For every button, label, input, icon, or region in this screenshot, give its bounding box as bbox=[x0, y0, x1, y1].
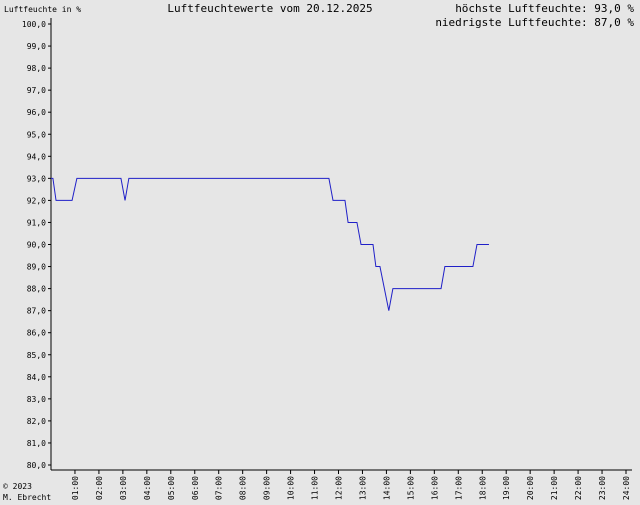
copyright: © 2023 bbox=[3, 482, 32, 491]
x-tick-label: 18:00 bbox=[478, 476, 487, 500]
y-tick-label: 85,0 bbox=[27, 351, 46, 360]
x-tick-label: 02:00 bbox=[95, 476, 104, 500]
x-tick-label: 11:00 bbox=[311, 476, 320, 500]
y-tick-label: 89,0 bbox=[27, 263, 46, 272]
x-tick-label: 09:00 bbox=[263, 476, 272, 500]
x-tick-label: 12:00 bbox=[335, 476, 344, 500]
max-label: höchste Luftfeuchte: 93,0 % bbox=[455, 2, 634, 15]
chart-title: Luftfeuchtewerte vom 20.12.2025 bbox=[167, 2, 372, 15]
x-tick-label: 16:00 bbox=[430, 476, 439, 500]
x-tick-label: 08:00 bbox=[239, 476, 248, 500]
y-tick-label: 95,0 bbox=[27, 130, 46, 139]
y-axis-label: Luftfeuchte in % bbox=[4, 5, 81, 14]
x-tick-label: 07:00 bbox=[215, 476, 224, 500]
x-tick-label: 21:00 bbox=[550, 476, 559, 500]
y-tick-label: 90,0 bbox=[27, 241, 46, 250]
x-tick-label: 17:00 bbox=[454, 476, 463, 500]
x-tick-label: 06:00 bbox=[191, 476, 200, 500]
x-tick-label: 03:00 bbox=[119, 476, 128, 500]
y-tick-label: 98,0 bbox=[27, 64, 46, 73]
x-tick-label: 19:00 bbox=[502, 476, 511, 500]
y-tick-label: 80,0 bbox=[27, 461, 46, 470]
x-tick-label: 22:00 bbox=[574, 476, 583, 500]
x-tick-label: 15:00 bbox=[406, 476, 415, 500]
y-tick-label: 87,0 bbox=[27, 307, 46, 316]
y-tick-label: 99,0 bbox=[27, 42, 46, 51]
x-tick-label: 01:00 bbox=[71, 476, 80, 500]
y-tick-label: 100,0 bbox=[22, 20, 46, 29]
x-tick-label: 14:00 bbox=[382, 476, 391, 500]
y-tick-label: 86,0 bbox=[27, 329, 46, 338]
y-tick-label: 94,0 bbox=[27, 152, 46, 161]
x-tick-label: 23:00 bbox=[598, 476, 607, 500]
y-tick-label: 83,0 bbox=[27, 395, 46, 404]
y-tick-label: 82,0 bbox=[27, 417, 46, 426]
x-tick-label: 05:00 bbox=[167, 476, 176, 500]
y-tick-label: 97,0 bbox=[27, 86, 46, 95]
y-tick-label: 92,0 bbox=[27, 196, 46, 205]
min-label: niedrigste Luftfeuchte: 87,0 % bbox=[435, 16, 634, 29]
y-tick-label: 84,0 bbox=[27, 373, 46, 382]
humidity-line bbox=[51, 177, 489, 311]
x-tick-label: 24:00 bbox=[622, 476, 631, 500]
x-tick-label: 04:00 bbox=[143, 476, 152, 500]
y-tick-label: 93,0 bbox=[27, 174, 46, 183]
y-tick-label: 81,0 bbox=[27, 439, 46, 448]
author: M. Ebrecht bbox=[3, 493, 51, 502]
y-tick-label: 96,0 bbox=[27, 108, 46, 117]
x-tick-label: 10:00 bbox=[287, 476, 296, 500]
x-tick-label: 13:00 bbox=[358, 476, 367, 500]
x-tick-label: 20:00 bbox=[526, 476, 535, 500]
y-tick-label: 88,0 bbox=[27, 285, 46, 294]
y-tick-label: 91,0 bbox=[27, 218, 46, 227]
